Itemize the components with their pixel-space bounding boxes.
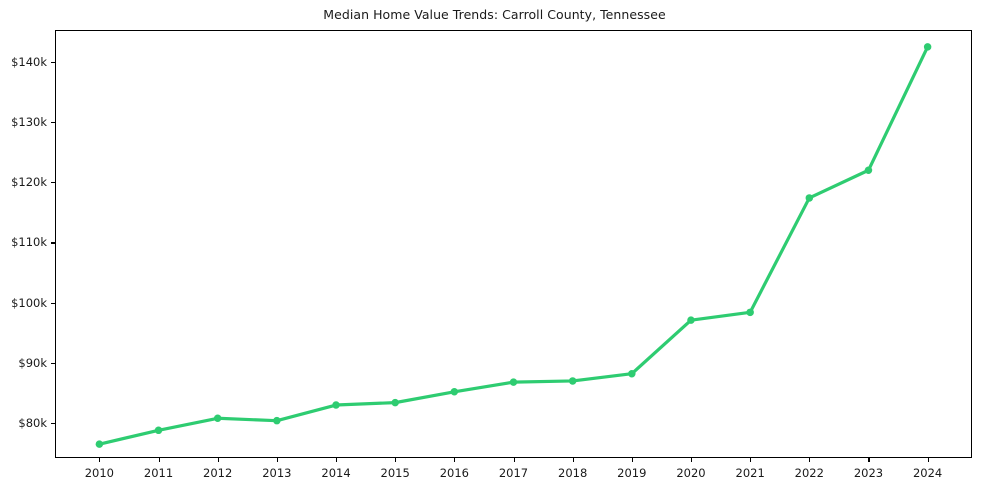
data-point-marker xyxy=(273,416,281,425)
x-tick-mark xyxy=(336,458,338,462)
y-tick-mark xyxy=(51,423,55,425)
y-tick-label: $140k xyxy=(11,54,47,69)
y-tick-mark xyxy=(51,61,55,63)
data-point-marker xyxy=(213,414,222,423)
x-tick-label: 2017 xyxy=(498,466,529,480)
x-tick-label: 2020 xyxy=(676,466,706,480)
x-tick-label: 2014 xyxy=(321,466,351,480)
data-point-marker xyxy=(95,440,104,448)
y-tick-mark xyxy=(51,122,55,124)
x-tick-mark xyxy=(927,458,929,462)
y-tick-label: $110k xyxy=(11,235,47,250)
data-point-marker xyxy=(154,426,163,435)
x-tick-mark xyxy=(690,458,693,462)
x-tick-label: 2015 xyxy=(380,466,410,480)
plot-svg xyxy=(95,43,932,448)
x-tick-mark xyxy=(395,458,397,462)
data-point-marker xyxy=(746,308,754,317)
y-tick-mark xyxy=(51,242,55,244)
x-tick-mark xyxy=(572,458,574,462)
x-tick-mark xyxy=(158,458,160,462)
x-tick-label: 2019 xyxy=(617,466,647,480)
x-tick-label: 2012 xyxy=(203,466,233,480)
x-tick-mark xyxy=(454,458,456,462)
x-tick-label: 2024 xyxy=(912,466,943,480)
data-point-marker xyxy=(391,398,399,407)
x-tick-label: 2022 xyxy=(794,466,824,480)
data-point-marker xyxy=(450,388,459,396)
y-tick-mark xyxy=(51,362,55,364)
x-tick-label: 2018 xyxy=(558,466,588,480)
x-tick-mark xyxy=(276,458,278,462)
x-tick-mark xyxy=(750,458,752,462)
y-tick-label: $90k xyxy=(18,355,47,370)
x-tick-mark xyxy=(99,458,101,462)
x-tick-mark xyxy=(631,458,633,462)
plot-area-frame xyxy=(55,30,972,458)
x-tick-mark xyxy=(513,458,515,462)
data-point-marker xyxy=(568,377,577,385)
x-tick-mark xyxy=(217,458,219,462)
x-tick-label: 2010 xyxy=(84,466,114,480)
y-tick-label: $120k xyxy=(11,175,47,190)
data-point-marker xyxy=(332,401,340,409)
data-markers xyxy=(95,43,932,448)
data-point-marker xyxy=(628,369,636,378)
data-point-marker xyxy=(864,166,873,175)
x-tick-mark xyxy=(868,458,870,462)
y-tick-label: $130k xyxy=(11,115,47,130)
x-tick-label: 2023 xyxy=(853,466,884,480)
x-tick-label: 2016 xyxy=(439,466,469,480)
x-tick-label: 2021 xyxy=(735,466,765,480)
y-tick-label: $80k xyxy=(18,416,47,431)
data-point-marker xyxy=(687,316,695,324)
y-tick-mark xyxy=(51,182,55,184)
data-point-marker xyxy=(805,194,814,202)
y-tick-label: $100k xyxy=(11,295,47,310)
data-point-marker xyxy=(923,43,932,51)
x-tick-label: 2011 xyxy=(143,466,174,480)
y-tick-mark xyxy=(51,302,55,304)
x-tick-label: 2013 xyxy=(262,466,292,480)
x-tick-mark xyxy=(809,458,811,462)
data-point-marker xyxy=(509,378,518,386)
chart-title: Median Home Value Trends: Carroll County… xyxy=(323,7,666,22)
